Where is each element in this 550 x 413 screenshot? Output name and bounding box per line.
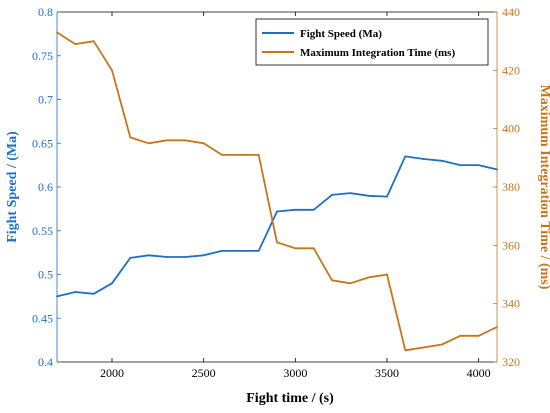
max-integration-time-data-point [202, 142, 205, 145]
fight-speed-data-point [111, 282, 113, 285]
max-integration-time-data-point [221, 154, 223, 156]
max-integration-time-data-point [459, 334, 462, 337]
x-tick-label: 4000 [467, 366, 491, 380]
y-left-tick-label: 0.5 [38, 268, 53, 282]
legend-label: Fight Speed (Ma) [300, 28, 382, 40]
fight-speed-data-point [239, 249, 242, 252]
fight-speed-data-point [312, 208, 315, 211]
y-left-tick-label: 0.65 [32, 136, 53, 150]
max-integration-time-data-point [276, 241, 278, 244]
y-right-tick-label: 340 [502, 297, 520, 311]
max-integration-time-data-point [111, 69, 113, 72]
y-left-tick-label: 0.4 [38, 355, 53, 369]
fight-speed-data-point [184, 256, 187, 258]
y-left-tick-label: 0.7 [38, 93, 53, 107]
fight-speed-data-point [404, 155, 407, 158]
y-right-tick-label: 360 [502, 238, 520, 252]
y-right-axis-title: Maximum Integration Time / (ms) [537, 85, 550, 290]
max-integration-time-data-point [441, 343, 443, 346]
fight-speed-data-point [459, 164, 462, 167]
max-integration-time-data-point [496, 326, 498, 328]
max-integration-time-data-point [184, 139, 187, 142]
fight-speed-data-point [166, 256, 168, 258]
y-right-tick-label: 380 [502, 180, 520, 194]
y-right-tick-label: 400 [502, 122, 520, 136]
max-integration-time-data-point [257, 154, 260, 156]
y-left-tick-label: 0.75 [32, 49, 53, 63]
x-tick-label: 2000 [100, 366, 124, 380]
max-integration-time-data-point [74, 43, 77, 45]
max-integration-time-data-point [349, 282, 352, 285]
fight-speed-data-point [367, 194, 370, 197]
y-left-axis-title: Fight Speed / (Ma) [5, 131, 20, 243]
y-right-tick-label: 440 [502, 5, 520, 19]
legend-label: Maximum Integration Time (ms) [300, 47, 455, 59]
max-integration-time-data-point [92, 40, 95, 43]
fight-speed-data-point [221, 249, 223, 252]
y-right-tick-label: 420 [502, 63, 520, 77]
max-integration-time-data-point [331, 279, 333, 282]
y-left-tick-label: 0.6 [38, 180, 53, 194]
fight-speed-data-point [386, 195, 388, 198]
fight-speed-data-point [74, 291, 77, 293]
max-integration-time-data-point [477, 334, 480, 337]
y-left-tick-label: 0.45 [32, 311, 53, 325]
max-integration-time-data-point [422, 346, 425, 349]
x-tick-label: 2500 [192, 366, 216, 380]
max-integration-time-data-point [166, 139, 168, 142]
legend-box [255, 18, 489, 66]
max-integration-time-data-point [239, 154, 242, 156]
fight-speed-data-point [422, 158, 425, 160]
x-tick-label: 3000 [283, 366, 307, 380]
y-left-tick-label: 0.55 [32, 224, 53, 238]
x-tick-label: 3500 [375, 366, 399, 380]
max-integration-time-data-point [367, 276, 370, 279]
y-right-tick-label: 320 [502, 355, 520, 369]
fight-speed-data-point [349, 192, 352, 195]
max-integration-time-data-point [56, 31, 58, 34]
fight-speed-data-point [276, 210, 278, 213]
fight-speed-data-point [257, 249, 260, 252]
fight-speed-data-point [92, 292, 95, 295]
fight-speed-data-point [202, 254, 205, 257]
y-left-tick-label: 0.8 [38, 5, 53, 19]
fight-speed-data-point [496, 168, 498, 171]
max-integration-time-data-point [404, 349, 407, 352]
x-axis-title: Fight time / (s) [246, 391, 334, 406]
fight-speed-data-point [441, 159, 443, 162]
fight-speed-data-point [147, 254, 150, 257]
max-integration-time-data-point [129, 136, 132, 139]
plot-area [57, 12, 497, 362]
fight-speed-data-point [56, 295, 58, 298]
max-integration-time-data-point [147, 142, 150, 145]
fight-speed-data-point [477, 164, 480, 167]
max-integration-time-data-point [312, 247, 315, 250]
fight-speed-data-point [129, 256, 132, 259]
fight-speed-data-point [294, 208, 297, 211]
max-integration-time-data-point [294, 247, 297, 250]
max-integration-time-data-point [386, 273, 388, 276]
fight-speed-data-point [331, 193, 333, 196]
